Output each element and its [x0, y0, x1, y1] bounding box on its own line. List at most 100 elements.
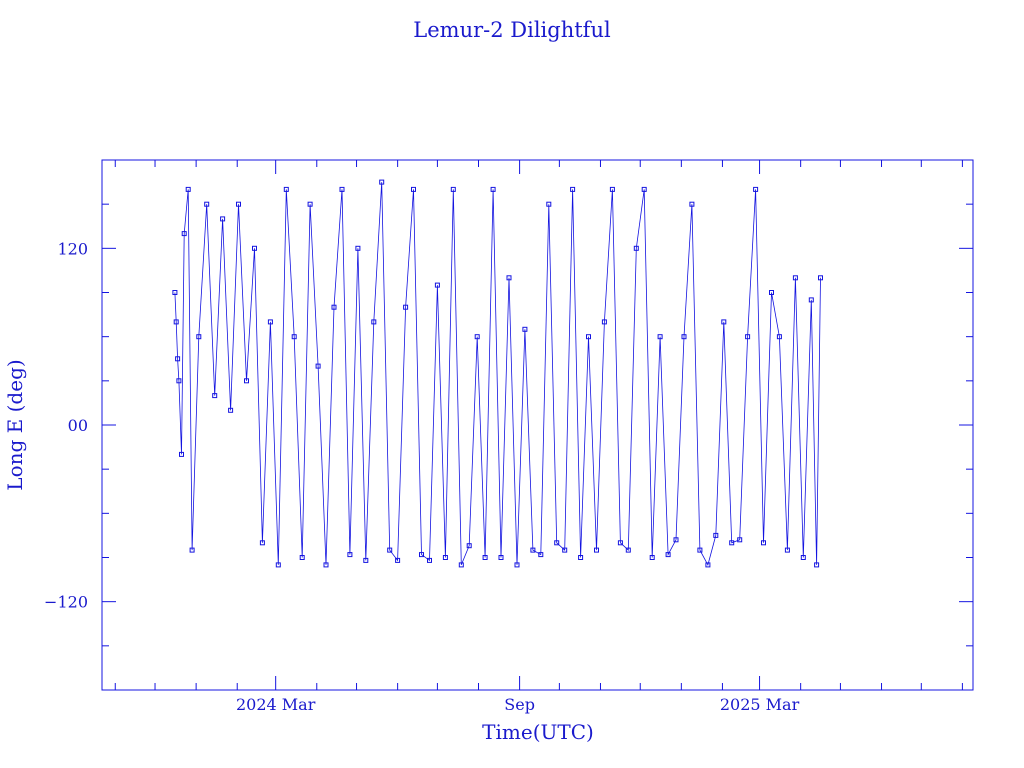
- data-point: [769, 290, 774, 295]
- data-point: [546, 201, 552, 207]
- y-tick-label: 120: [57, 239, 88, 258]
- data-point: [450, 186, 456, 192]
- data-point: [657, 334, 663, 340]
- data-point: [617, 540, 623, 546]
- data-point: [387, 547, 393, 553]
- data-point: [586, 334, 591, 340]
- data-point: [299, 555, 305, 560]
- data-point: [633, 245, 639, 251]
- data-layer: [172, 179, 823, 568]
- data-point: [244, 378, 249, 384]
- data-point: [649, 555, 655, 560]
- data-point: [721, 319, 727, 325]
- data-point: [554, 540, 560, 546]
- data-point: [753, 186, 759, 192]
- data-point: [800, 555, 806, 560]
- data-point: [307, 201, 313, 207]
- y-tick-label: 00: [68, 416, 88, 435]
- data-point: [562, 547, 568, 553]
- data-point: [212, 393, 218, 399]
- data-point: [737, 537, 743, 543]
- data-point: [641, 186, 647, 192]
- x-axis-label: Time(UTC): [482, 720, 594, 744]
- data-point: [665, 552, 671, 558]
- data-point: [490, 186, 496, 192]
- data-point: [204, 201, 210, 207]
- data-point: [403, 304, 409, 310]
- data-point: [176, 378, 182, 384]
- data-point: [323, 562, 329, 568]
- data-point: [689, 201, 695, 207]
- data-point: [315, 363, 321, 369]
- data-point: [331, 304, 337, 310]
- data-point: [196, 334, 202, 340]
- data-point: [625, 547, 631, 553]
- data-point: [172, 290, 178, 295]
- data-point: [729, 540, 735, 546]
- data-point: [442, 555, 448, 560]
- data-point: [363, 557, 369, 563]
- data-point: [681, 334, 687, 340]
- data-point: [427, 557, 432, 563]
- data-point: [474, 334, 480, 340]
- data-point: [252, 245, 257, 251]
- data-point: [776, 334, 782, 340]
- data-point: [291, 334, 297, 340]
- data-point: [371, 319, 377, 325]
- x-tick-label: 2024 Mar: [236, 695, 316, 714]
- data-point: [236, 201, 241, 207]
- data-point: [339, 186, 345, 192]
- data-point: [713, 532, 719, 538]
- data-point: [578, 555, 584, 560]
- y-tick-label: −120: [44, 593, 88, 612]
- data-point: [175, 356, 181, 362]
- x-tick-label: Sep: [504, 695, 535, 714]
- chart-title: Lemur-2 Dilightful: [413, 18, 611, 42]
- data-point: [814, 562, 820, 568]
- data-point: [379, 179, 385, 185]
- x-tick-label: 2025 Mar: [720, 695, 800, 714]
- data-point: [458, 562, 464, 568]
- tick-layer: −120 00 120 2024 Mar Sep 2025 Mar: [44, 160, 973, 714]
- data-point: [601, 319, 607, 325]
- series-line: [174, 182, 821, 566]
- data-point: [808, 297, 814, 303]
- data-point: [259, 540, 265, 546]
- plot-frame: [101, 159, 974, 691]
- data-point: [530, 547, 536, 553]
- data-point: [482, 555, 488, 560]
- data-point: [181, 231, 187, 237]
- data-point: [609, 186, 615, 192]
- data-point: [745, 334, 751, 340]
- data-point: [570, 186, 576, 192]
- data-point: [434, 282, 440, 288]
- data-point: [792, 275, 798, 281]
- data-point: [411, 186, 416, 192]
- data-point: [185, 186, 191, 192]
- data-point: [818, 275, 823, 281]
- data-point: [594, 547, 599, 553]
- data-point: [514, 562, 520, 568]
- data-point: [220, 216, 226, 222]
- data-point: [179, 451, 184, 457]
- data-point: [673, 537, 679, 543]
- data-point: [506, 275, 512, 281]
- data-point: [697, 547, 703, 553]
- data-point: [355, 245, 361, 251]
- data-point: [419, 552, 424, 558]
- data-point: [466, 543, 472, 549]
- data-point: [347, 552, 353, 558]
- data-point: [784, 547, 790, 553]
- data-point: [267, 319, 273, 325]
- data-point: [705, 562, 711, 568]
- data-point: [189, 547, 195, 553]
- data-point: [283, 186, 289, 192]
- y-axis-label: Long E (deg): [3, 359, 27, 490]
- data-point: [522, 326, 528, 332]
- data-point: [538, 552, 544, 558]
- data-point: [498, 555, 504, 560]
- data-point: [228, 407, 234, 413]
- data-point: [761, 540, 766, 546]
- data-point: [275, 562, 281, 568]
- data-point: [395, 557, 401, 563]
